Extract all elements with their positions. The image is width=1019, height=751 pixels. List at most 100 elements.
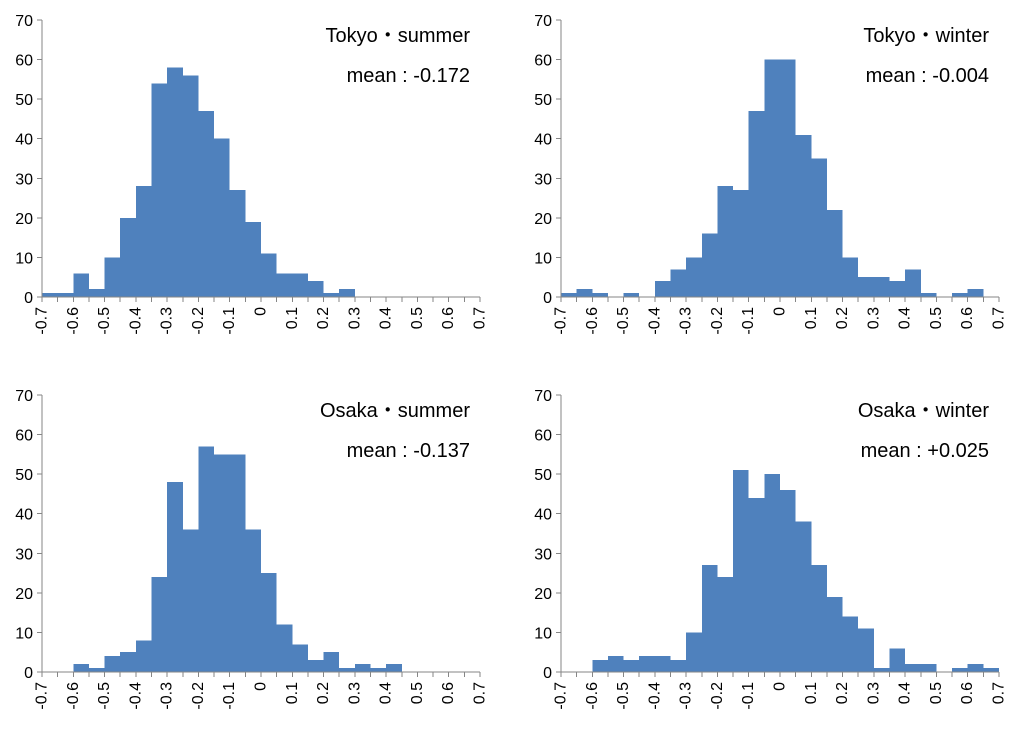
x-tick-label: 0.7 [991,307,1008,329]
x-tick-label: 0.4 [897,682,914,704]
x-tick-label: -0.5 [615,682,632,710]
x-tick-label: -0.1 [740,682,757,710]
y-tick-label: 10 [15,250,33,267]
histogram-bar [967,664,984,672]
histogram-chart: 0 10 20 30 40 50 60 70 -0.7 -0.6 -0.5 -0.4 -0.3 -0.2-… [15,13,489,335]
histogram-bar [686,257,702,297]
y-tick-label: 30 [15,546,33,563]
x-tick-label: -0.2 [190,307,207,335]
x-tick-label: 0.5 [928,307,945,329]
y-tick-label: 70 [15,13,33,30]
histogram-bar [214,454,230,672]
y-tick-label: 60 [534,53,552,70]
histogram-bar [276,273,293,297]
histogram-bar [104,257,121,297]
histogram-bar [920,664,937,672]
histogram-bar [686,632,702,672]
histogram-bar [733,470,749,672]
y-tick-label: 10 [15,625,33,642]
histogram-bar [104,656,121,672]
x-tick-label: -0.1 [221,682,238,710]
histogram-bar [607,656,624,672]
x-tick-label: 0.3 [865,307,882,329]
histogram-bar [88,668,105,672]
x-tick-label: 0.3 [346,682,363,704]
histogram-bar [354,664,371,672]
histogram-bar [339,289,355,297]
histogram-bar [670,660,687,672]
x-tick-label: -0.7 [553,307,570,335]
chart-title: Tokyo・summer [326,25,471,47]
x-tick-label: 0 [772,307,789,316]
chart-title: Osaka・winter [858,400,989,422]
histogram-bar [182,529,199,672]
histogram-bar [323,293,340,297]
histogram-bar [952,668,968,672]
histogram-bar [639,656,655,672]
x-tick-label: -0.2 [709,307,726,335]
x-tick-label: -0.5 [96,682,113,710]
histogram-bar [701,233,718,297]
histogram-bar [811,565,827,672]
y-tick-label: 40 [15,507,33,524]
histogram-bar [654,281,671,297]
histogram-bar [229,190,246,297]
histogram-bar [733,190,749,297]
histogram-bar [905,269,921,297]
histogram-bar [842,616,859,672]
x-tick-label: -0.6 [584,682,601,710]
y-tick-label: 40 [534,132,552,149]
histogram-bar [167,67,183,298]
x-tick-label: 0.5 [409,307,426,329]
y-tick-label: 50 [534,92,552,109]
histogram-bar [592,293,608,297]
x-tick-label: -0.2 [190,682,207,710]
histogram-bar [42,293,58,297]
y-tick-label: 70 [15,388,33,405]
histogram-bar [920,293,937,297]
x-tick-label: 0.5 [409,682,426,704]
histogram-bar [842,257,859,297]
histogram-bar [386,664,402,672]
histogram-bar [826,596,843,672]
y-tick-label: 20 [534,586,552,603]
histogram-bar [88,289,105,297]
histogram-bar [795,521,812,672]
chart-title: Tokyo・winter [863,25,989,47]
histogram-bar [292,273,308,297]
histogram-bar [245,529,261,672]
x-tick-label: -0.6 [65,682,82,710]
histogram-bar [135,640,152,672]
x-tick-label: 0 [253,682,270,691]
x-tick-label: -0.2 [709,682,726,710]
histogram-bar [623,660,640,672]
histogram-bar [717,186,734,297]
histogram-bar [873,668,890,672]
histogram-bar [229,454,246,672]
y-tick-label: 70 [534,13,552,30]
y-tick-label: 30 [534,546,552,563]
x-tick-label: -0.3 [678,682,695,710]
y-tick-label: 10 [534,250,552,267]
x-tick-label: -0.7 [553,682,570,710]
histogram-bar [561,293,577,297]
x-tick-label: 0.4 [378,682,395,704]
y-tick-label: 40 [15,132,33,149]
x-tick-label: 0.3 [865,682,882,704]
histogram-bar [307,281,324,297]
histogram-osaka-summer: 0 10 20 30 40 50 60 70 -0.7 -0.6 -0.5 -0.4 -0.3 -0.2-… [0,375,500,745]
histogram-bar [670,269,687,297]
x-tick-label: 0.1 [284,682,301,704]
x-tick-label: -0.7 [34,682,51,710]
x-tick-label: -0.4 [127,682,144,710]
histogram-bar [57,293,74,297]
y-tick-label: 20 [534,211,552,228]
histogram-bar [983,668,999,672]
x-tick-label: 0 [253,307,270,316]
x-tick-label: -0.6 [65,307,82,335]
x-tick-label: 0.6 [959,307,976,329]
histogram-osaka-winter: 0 10 20 30 40 50 60 70 -0.7 -0.6 -0.5 -0.4 -0.3 -0.2-… [519,375,1019,745]
mean-annotation: mean : +0.025 [861,440,989,462]
histogram-chart: 0 10 20 30 40 50 60 70 -0.7 -0.6 -0.5 -0.4 -0.3 -0.2-… [534,13,1008,335]
x-tick-label: 0.7 [472,307,489,329]
